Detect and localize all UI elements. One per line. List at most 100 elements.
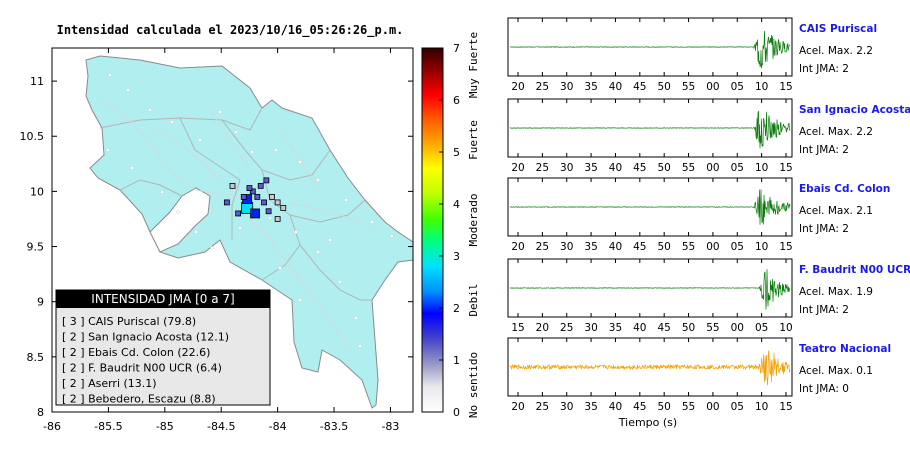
station-square[interactable] bbox=[274, 216, 281, 222]
trace-tick-label: 50 bbox=[657, 162, 670, 174]
station-name: F. Baudrit N00 UCR bbox=[799, 264, 910, 276]
town-dot bbox=[298, 298, 302, 302]
map-x-tick-label: -85 bbox=[156, 420, 174, 433]
trace-tick-label: 40 bbox=[609, 401, 622, 413]
station-name: Teatro Nacional bbox=[799, 343, 891, 355]
trace-tick-label: 40 bbox=[609, 241, 622, 253]
town-dot bbox=[210, 246, 214, 250]
intensity-legend: INTENSIDAD JMA [0 a 7] [ 3 ] CAIS Purisc… bbox=[55, 289, 271, 406]
colorbar-tick-label: 7 bbox=[453, 42, 460, 55]
trace-tick-label: 00 bbox=[706, 241, 719, 253]
station-square[interactable] bbox=[263, 177, 270, 184]
town-dot bbox=[194, 230, 198, 234]
trace-tick-label: 35 bbox=[584, 81, 597, 93]
trace-tick-label: 50 bbox=[657, 401, 670, 413]
map-y-tick-label: 9.5 bbox=[27, 241, 45, 254]
trace-tick-label: 30 bbox=[560, 401, 573, 413]
costa-rica-landmass bbox=[85, 55, 413, 409]
town-dot bbox=[234, 130, 238, 134]
town-dot bbox=[344, 198, 348, 202]
trace-tick-label: 00 bbox=[706, 401, 719, 413]
trace-tick-label: 05 bbox=[731, 81, 744, 93]
trace-tick-label: 45 bbox=[633, 241, 646, 253]
map-x-tick-label: -83.5 bbox=[320, 420, 348, 433]
trace-tick-label: 20 bbox=[511, 81, 524, 93]
trace-tick-label: 30 bbox=[560, 241, 573, 253]
station-square[interactable] bbox=[265, 208, 272, 215]
station-square[interactable] bbox=[250, 208, 260, 219]
town-dot bbox=[316, 250, 320, 254]
town-markers bbox=[106, 73, 394, 348]
map-x-tick-label: -84 bbox=[269, 420, 287, 433]
waveform-line bbox=[510, 269, 791, 310]
map-x-tick-label: -85.5 bbox=[94, 420, 122, 433]
trace-tick-label: 05 bbox=[731, 241, 744, 253]
town-dot bbox=[278, 266, 282, 270]
trace-tick-label: 20 bbox=[536, 322, 549, 334]
town-dot bbox=[130, 166, 134, 170]
trace-tick-label: 00 bbox=[706, 81, 719, 93]
trace-tick-label: 50 bbox=[657, 81, 670, 93]
station-square[interactable] bbox=[280, 205, 287, 211]
legend-item: [ 2 ] Bebedero, Escazu (8.8) bbox=[62, 393, 216, 406]
colorbar-tick-label: 0 bbox=[453, 406, 460, 419]
colorbar-category-label: No sentido bbox=[467, 352, 480, 418]
trace-tick-label: 10 bbox=[779, 322, 792, 334]
acel-max: Acel. Max. 2.2 bbox=[799, 45, 873, 57]
town-dot bbox=[274, 148, 278, 152]
station-square[interactable] bbox=[235, 210, 242, 217]
trace-tick-label: 45 bbox=[633, 81, 646, 93]
trace-panel[interactable]: 20 25 30 35 40 45 50 55 00 05 10 15 San Ignacio Acos… bbox=[507, 98, 910, 174]
acel-max: Acel. Max. 0.1 bbox=[799, 365, 873, 377]
town-dot bbox=[148, 108, 152, 112]
station-square[interactable] bbox=[254, 194, 261, 200]
waveform-line bbox=[509, 189, 791, 225]
map-title: Intensidad calculada el 2023/10/16_05:26… bbox=[57, 23, 404, 38]
trace-tick-label: 35 bbox=[584, 401, 597, 413]
trace-panel[interactable]: 20 25 30 35 40 45 50 55 00 05 10 15 Teatro Nacional A… bbox=[507, 337, 891, 413]
town-dot bbox=[294, 230, 298, 234]
town-dot bbox=[316, 178, 320, 182]
colorbar-tick-label: 6 bbox=[453, 94, 460, 107]
station-square[interactable] bbox=[274, 199, 281, 206]
map-y-tick-label: 10 bbox=[30, 185, 44, 198]
trace-panel[interactable]: 20 25 30 35 40 45 50 55 00 05 10 15 Ebais Cd. Colon A… bbox=[507, 177, 890, 253]
map-y-tick-label: 10.5 bbox=[20, 130, 45, 143]
legend-item: [ 2 ] San Ignacio Acosta (12.1) bbox=[62, 331, 229, 344]
town-dot bbox=[268, 216, 272, 220]
trace-tick-label: 55 bbox=[706, 322, 719, 334]
station-square[interactable] bbox=[261, 199, 267, 206]
station-square[interactable] bbox=[223, 199, 230, 206]
nicoya-gulf bbox=[149, 187, 211, 253]
trace-panel[interactable]: 20 25 30 35 40 45 50 55 00 05 10 15 CAIS Puriscal Ace… bbox=[507, 17, 877, 93]
colorbar-tick-label: 5 bbox=[453, 146, 460, 159]
legend-item: [ 2 ] F. Baudrit N00 UCR (6.4) bbox=[62, 362, 222, 375]
map-x-tick-label: -83 bbox=[381, 420, 399, 433]
station-square[interactable] bbox=[257, 182, 264, 189]
station-square[interactable] bbox=[246, 185, 253, 191]
trace-tick-label: 05 bbox=[755, 322, 768, 334]
map-x-tick-label: -84.5 bbox=[207, 420, 235, 433]
station-square[interactable] bbox=[249, 188, 256, 195]
trace-panel[interactable]: 15 20 25 30 35 40 45 50 55 00 05 10 F. Baudrit N00 U… bbox=[507, 258, 910, 334]
trace-tick-label: 55 bbox=[682, 401, 695, 413]
legend-item: [ 2 ] Aserri (13.1) bbox=[62, 377, 157, 390]
colorbar-category-label: Fuerte bbox=[467, 120, 480, 160]
map-y-tick-label: 9 bbox=[37, 296, 44, 309]
station-square[interactable] bbox=[229, 182, 236, 189]
station-square[interactable] bbox=[269, 194, 275, 200]
colorbar: 0 1 2 3 4 5 6 7 No sentido Debil Moderado Fuerte Mu… bbox=[421, 32, 480, 419]
trace-tick-label: 50 bbox=[682, 322, 695, 334]
trace-tick-label: 00 bbox=[731, 322, 744, 334]
trace-tick-label: 15 bbox=[511, 322, 524, 334]
map-axes: -86 -85.5 -85 -84.5 -84 -83.5 -83 11 10.5 10 9.5 9 8… bbox=[20, 48, 413, 433]
int-jma: Int JMA: 0 bbox=[799, 383, 849, 395]
trace-tick-label: 25 bbox=[536, 241, 549, 253]
waveform-line bbox=[509, 350, 791, 386]
station-square[interactable] bbox=[240, 194, 247, 200]
colorbar-tick-label: 3 bbox=[453, 250, 460, 263]
trace-tick-label: 55 bbox=[682, 241, 695, 253]
acel-max: Acel. Max. 2.2 bbox=[799, 126, 873, 138]
station-name: CAIS Puriscal bbox=[799, 23, 877, 35]
